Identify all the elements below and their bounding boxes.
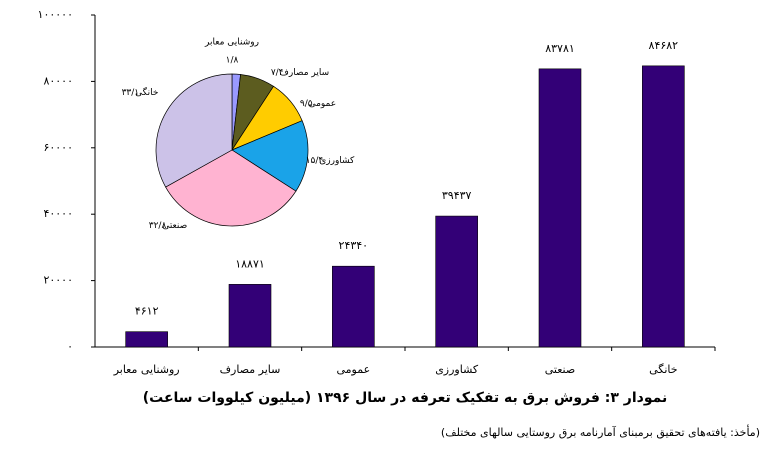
- pie-value-label: ۳۳/۱: [122, 88, 140, 98]
- pie-label: صنعتی۳۲/۸: [149, 221, 187, 231]
- bar: [642, 65, 685, 348]
- source-note: (مأخذ: یافته‌های تحقیق برمبنای آمارنامه …: [441, 424, 760, 440]
- pie-category: خانگی: [135, 86, 158, 98]
- pie-category: سایر مصارف: [280, 68, 330, 78]
- y-tick-label: ۲۰۰۰۰: [43, 274, 73, 287]
- bar: [228, 284, 272, 348]
- pie-label: روشنایی معابر: [204, 38, 259, 48]
- pie-category: کشاورزی: [319, 156, 355, 166]
- bar: [538, 68, 582, 348]
- x-tick-label: سایر مصارف: [220, 363, 281, 376]
- y-tick-label: ۸۰۰۰۰: [43, 74, 73, 87]
- pie-slice: [231, 120, 309, 192]
- pie-category: صنعتی: [162, 221, 187, 231]
- data-label: ۴۶۱۲: [135, 305, 159, 318]
- data-label: ۸۳۷۸۱: [545, 42, 575, 55]
- x-tick-label: صنعتی: [545, 363, 575, 376]
- y-tick-label: ۴۰۰۰۰: [43, 207, 73, 220]
- pie-slice: [155, 73, 233, 188]
- pie-value-label: ۱۵/۴: [306, 156, 324, 166]
- y-tick-label: ۶۰۰۰۰: [43, 141, 73, 154]
- x-tick-label: روشنایی معابر: [113, 363, 180, 376]
- pie-value-label: ۱/۸: [226, 56, 239, 66]
- pie-label: سایر مصارف۷/۴: [271, 68, 329, 78]
- data-label: ۲۴۳۴۰: [339, 239, 369, 252]
- pie-category: عمومی: [309, 99, 337, 109]
- bar: [125, 331, 168, 348]
- data-label: ۱۸۸۷۱: [235, 257, 265, 270]
- pie-label: خانگی۳۳/۱: [122, 86, 159, 98]
- chart-title: نمودار ۳: فروش برق به تفکیک تعرفه در سال…: [143, 390, 668, 406]
- pie-value-label: ۳۲/۸: [149, 221, 167, 231]
- data-label: ۸۴۶۸۲: [649, 39, 679, 52]
- bar: [435, 215, 478, 348]
- x-tick-label: عمومی: [336, 363, 370, 376]
- bar: [332, 265, 375, 348]
- pie-label: عمومی۹/۵: [300, 99, 336, 109]
- y-tick-label: ۱۰۰۰۰۰: [38, 8, 73, 21]
- x-tick-label: کشاورزی: [435, 363, 479, 376]
- pie-value-label: ۹/۵: [300, 99, 313, 109]
- x-tick-label: خانگی: [649, 363, 677, 376]
- y-tick-label: ۰: [67, 340, 73, 353]
- data-label: ۳۹۴۳۷: [442, 189, 472, 202]
- pie-label: کشاورزی۱۵/۴: [306, 156, 355, 166]
- pie-value-label: ۷/۴: [271, 68, 284, 78]
